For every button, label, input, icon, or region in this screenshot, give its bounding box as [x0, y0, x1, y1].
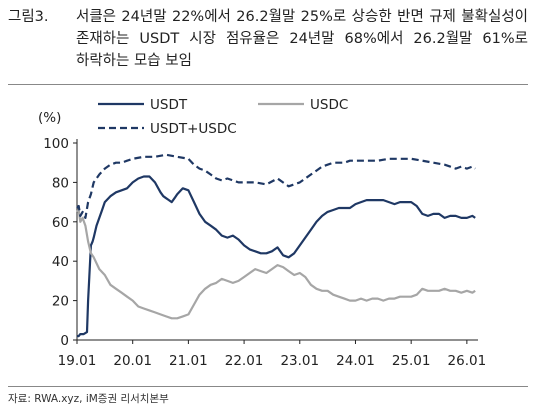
y-tick-label: 60: [52, 215, 69, 231]
y-tick-label: 100: [43, 136, 69, 152]
series-line-usdt-usdc: [76, 153, 476, 219]
y-tick-label: 80: [52, 175, 69, 191]
x-tick-label: 19.01: [58, 353, 97, 369]
figure-title: 그림3. 서클은 24년말 22%에서 26.2월말 25%로 상승한 반면 규…: [8, 6, 528, 72]
y-tick-label: 0: [60, 333, 69, 349]
x-tick-label: 21.01: [169, 353, 208, 369]
y-tick-label: 20: [52, 294, 69, 310]
figure-label: 그림3.: [8, 9, 49, 25]
series-line-usdt: [77, 175, 476, 338]
x-tick-label: 25.01: [392, 353, 431, 369]
y-axis-unit-label: (%): [38, 110, 61, 126]
footer-divider: [8, 386, 528, 387]
legend-label: USDT: [150, 97, 188, 113]
x-tick-label: 23.01: [280, 353, 319, 369]
line-chart: USDT USDC USDT+USDC (%) 0 20 40 60 80 100 19.01 2…: [38, 97, 486, 369]
legend: USDT USDC USDT+USDC: [98, 97, 348, 137]
x-tick-label: 24.01: [336, 353, 375, 369]
series-line-usdc: [76, 208, 476, 320]
figure-title-text: 서클은 24년말 22%에서 26.2월말 25%로 상승한 반면 규제 불확실…: [76, 9, 528, 69]
x-tick-label: 26.01: [448, 353, 487, 369]
title-divider: [8, 84, 528, 85]
legend-label: USDT+USDC: [150, 121, 237, 137]
series-layer: [76, 153, 476, 338]
y-tick-label: 40: [52, 254, 69, 270]
x-tick-label: 20.01: [113, 353, 152, 369]
source-note: 자료: RWA.xyz, iM증권 리서치본부: [8, 393, 169, 405]
legend-label: USDC: [310, 97, 348, 113]
axes: 0 20 40 60 80 100 19.01 20.01 21.01 22.01 23.01 24.…: [43, 136, 486, 369]
x-tick-label: 22.01: [225, 353, 264, 369]
